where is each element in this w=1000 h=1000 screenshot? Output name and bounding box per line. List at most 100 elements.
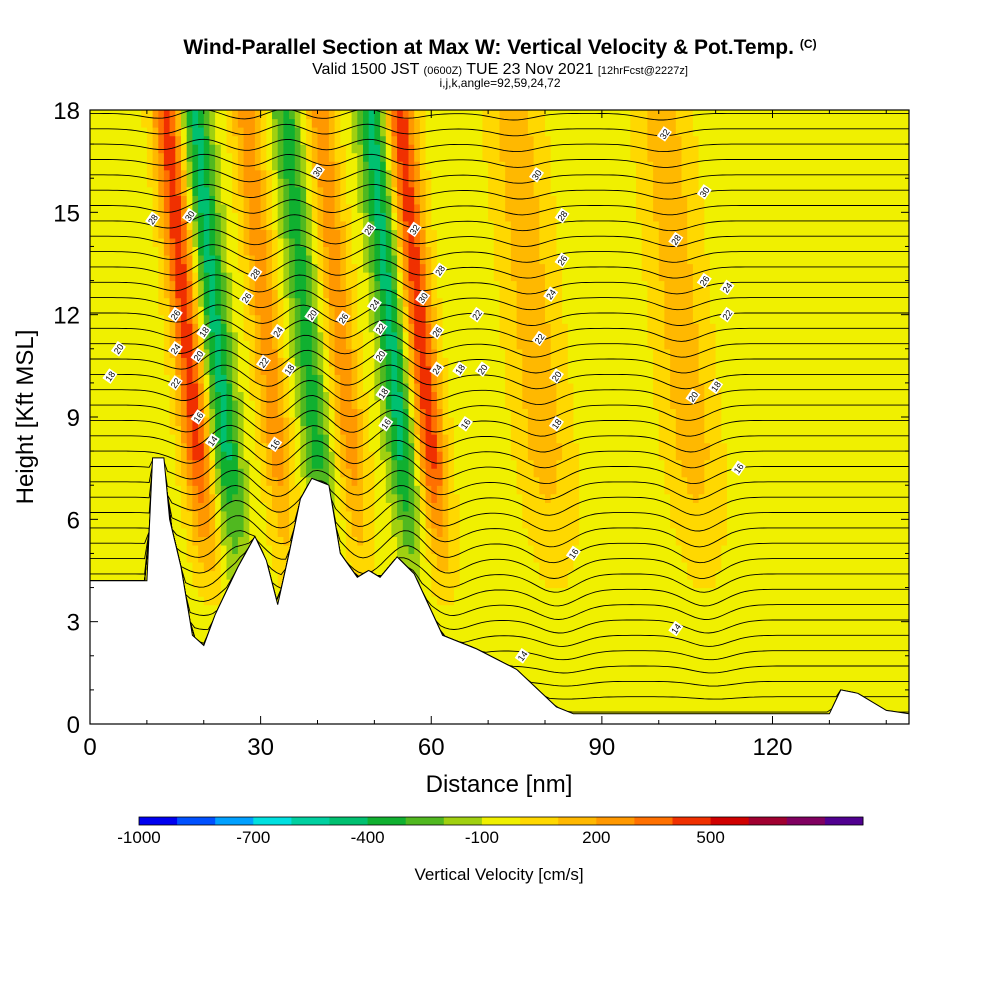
- velocity-cell: [436, 451, 444, 461]
- velocity-cell: [232, 169, 239, 179]
- velocity-cell: [368, 391, 375, 401]
- velocity-cell: [448, 562, 455, 572]
- velocity-cell: [442, 391, 449, 401]
- velocity-cell: [351, 144, 358, 154]
- velocity-cell: [203, 331, 211, 341]
- velocity-cell: [311, 110, 319, 120]
- velocity-cell: [175, 229, 182, 239]
- velocity-cell: [90, 161, 97, 171]
- velocity-cell: [118, 408, 125, 418]
- velocity-cell: [465, 562, 472, 572]
- velocity-cell: [129, 570, 137, 580]
- velocity-cell: [124, 246, 131, 256]
- velocity-cell: [277, 186, 284, 196]
- velocity-cell: [408, 212, 415, 222]
- velocity-cell: [431, 391, 438, 401]
- velocity-cell: [471, 391, 478, 401]
- velocity-cell: [203, 459, 211, 469]
- velocity-cell: [215, 562, 222, 572]
- velocity-cell: [232, 280, 239, 290]
- velocity-cell: [220, 348, 228, 358]
- velocity-cell: [146, 348, 154, 358]
- velocity-cell: [476, 357, 484, 367]
- velocity-cell: [260, 399, 267, 410]
- velocity-cell: [368, 442, 375, 452]
- velocity-cell: [181, 476, 188, 486]
- velocity-cell: [328, 169, 336, 179]
- velocity-cell: [345, 229, 353, 239]
- velocity-cell: [124, 135, 131, 145]
- velocity-cell: [158, 442, 165, 452]
- velocity-cell: [380, 519, 387, 529]
- velocity-cell: [129, 493, 137, 503]
- velocity-cell: [328, 331, 336, 341]
- velocity-cell: [436, 527, 444, 538]
- velocity-cell: [357, 212, 364, 222]
- velocity-cell: [419, 476, 427, 486]
- velocity-cell: [186, 255, 193, 265]
- velocity-cell: [254, 331, 262, 341]
- velocity-cell: [118, 272, 125, 282]
- velocity-cell: [135, 323, 142, 333]
- velocity-cell: [203, 527, 211, 538]
- velocity-cell: [112, 195, 120, 205]
- velocity-cell: [101, 425, 108, 435]
- velocity-cell: [249, 442, 256, 452]
- velocity-cell: [476, 135, 484, 145]
- velocity-cell: [198, 203, 205, 213]
- velocity-cell: [476, 570, 484, 580]
- velocity-cell: [124, 425, 131, 435]
- velocity-cell: [289, 459, 296, 469]
- velocity-cell: [368, 382, 375, 393]
- velocity-cell: [141, 186, 148, 196]
- velocity-cell: [272, 161, 279, 171]
- velocity-cell: [471, 152, 478, 162]
- velocity-cell: [419, 570, 427, 580]
- velocity-cell: [169, 502, 176, 512]
- velocity-cell: [323, 195, 330, 205]
- velocity-cell: [471, 579, 478, 589]
- velocity-cell: [129, 544, 137, 555]
- velocity-cell: [436, 169, 444, 179]
- velocity-cell: [220, 476, 228, 486]
- velocity-cell: [226, 237, 233, 248]
- velocity-cell: [226, 417, 233, 427]
- velocity-cell: [146, 451, 154, 461]
- velocity-cell: [215, 220, 222, 231]
- velocity-cell: [101, 110, 108, 120]
- velocity-cell: [454, 314, 461, 324]
- velocity-cell: [198, 186, 205, 196]
- velocity-cell: [186, 527, 193, 538]
- velocity-cell: [397, 527, 404, 538]
- velocity-cell: [152, 306, 159, 316]
- velocity-cell: [294, 186, 302, 196]
- velocity-cell: [459, 118, 466, 128]
- velocity-cell: [402, 425, 410, 435]
- velocity-cell: [311, 220, 319, 231]
- velocity-cell: [397, 357, 404, 367]
- velocity-cell: [124, 374, 131, 384]
- velocity-cell: [391, 152, 398, 162]
- velocity-cell: [363, 468, 370, 478]
- velocity-cell: [243, 203, 250, 213]
- velocity-cell: [408, 203, 415, 213]
- velocity-cell: [175, 442, 182, 452]
- velocity-cell: [283, 212, 290, 222]
- velocity-cell: [340, 434, 347, 444]
- velocity-cell: [454, 570, 461, 580]
- velocity-cell: [277, 272, 284, 282]
- velocity-cell: [220, 144, 228, 154]
- velocity-cell: [129, 331, 137, 341]
- velocity-cell: [436, 604, 444, 614]
- velocity-cell: [198, 110, 205, 120]
- velocity-cell: [254, 237, 262, 248]
- velocity-cell: [402, 272, 410, 282]
- velocity-cell: [198, 306, 205, 316]
- velocity-cell: [289, 118, 296, 128]
- velocity-cell: [306, 408, 313, 418]
- velocity-cell: [163, 331, 171, 341]
- velocity-cell: [380, 118, 387, 128]
- velocity-cell: [107, 289, 114, 299]
- velocity-cell: [175, 272, 182, 282]
- velocity-cell: [249, 391, 256, 401]
